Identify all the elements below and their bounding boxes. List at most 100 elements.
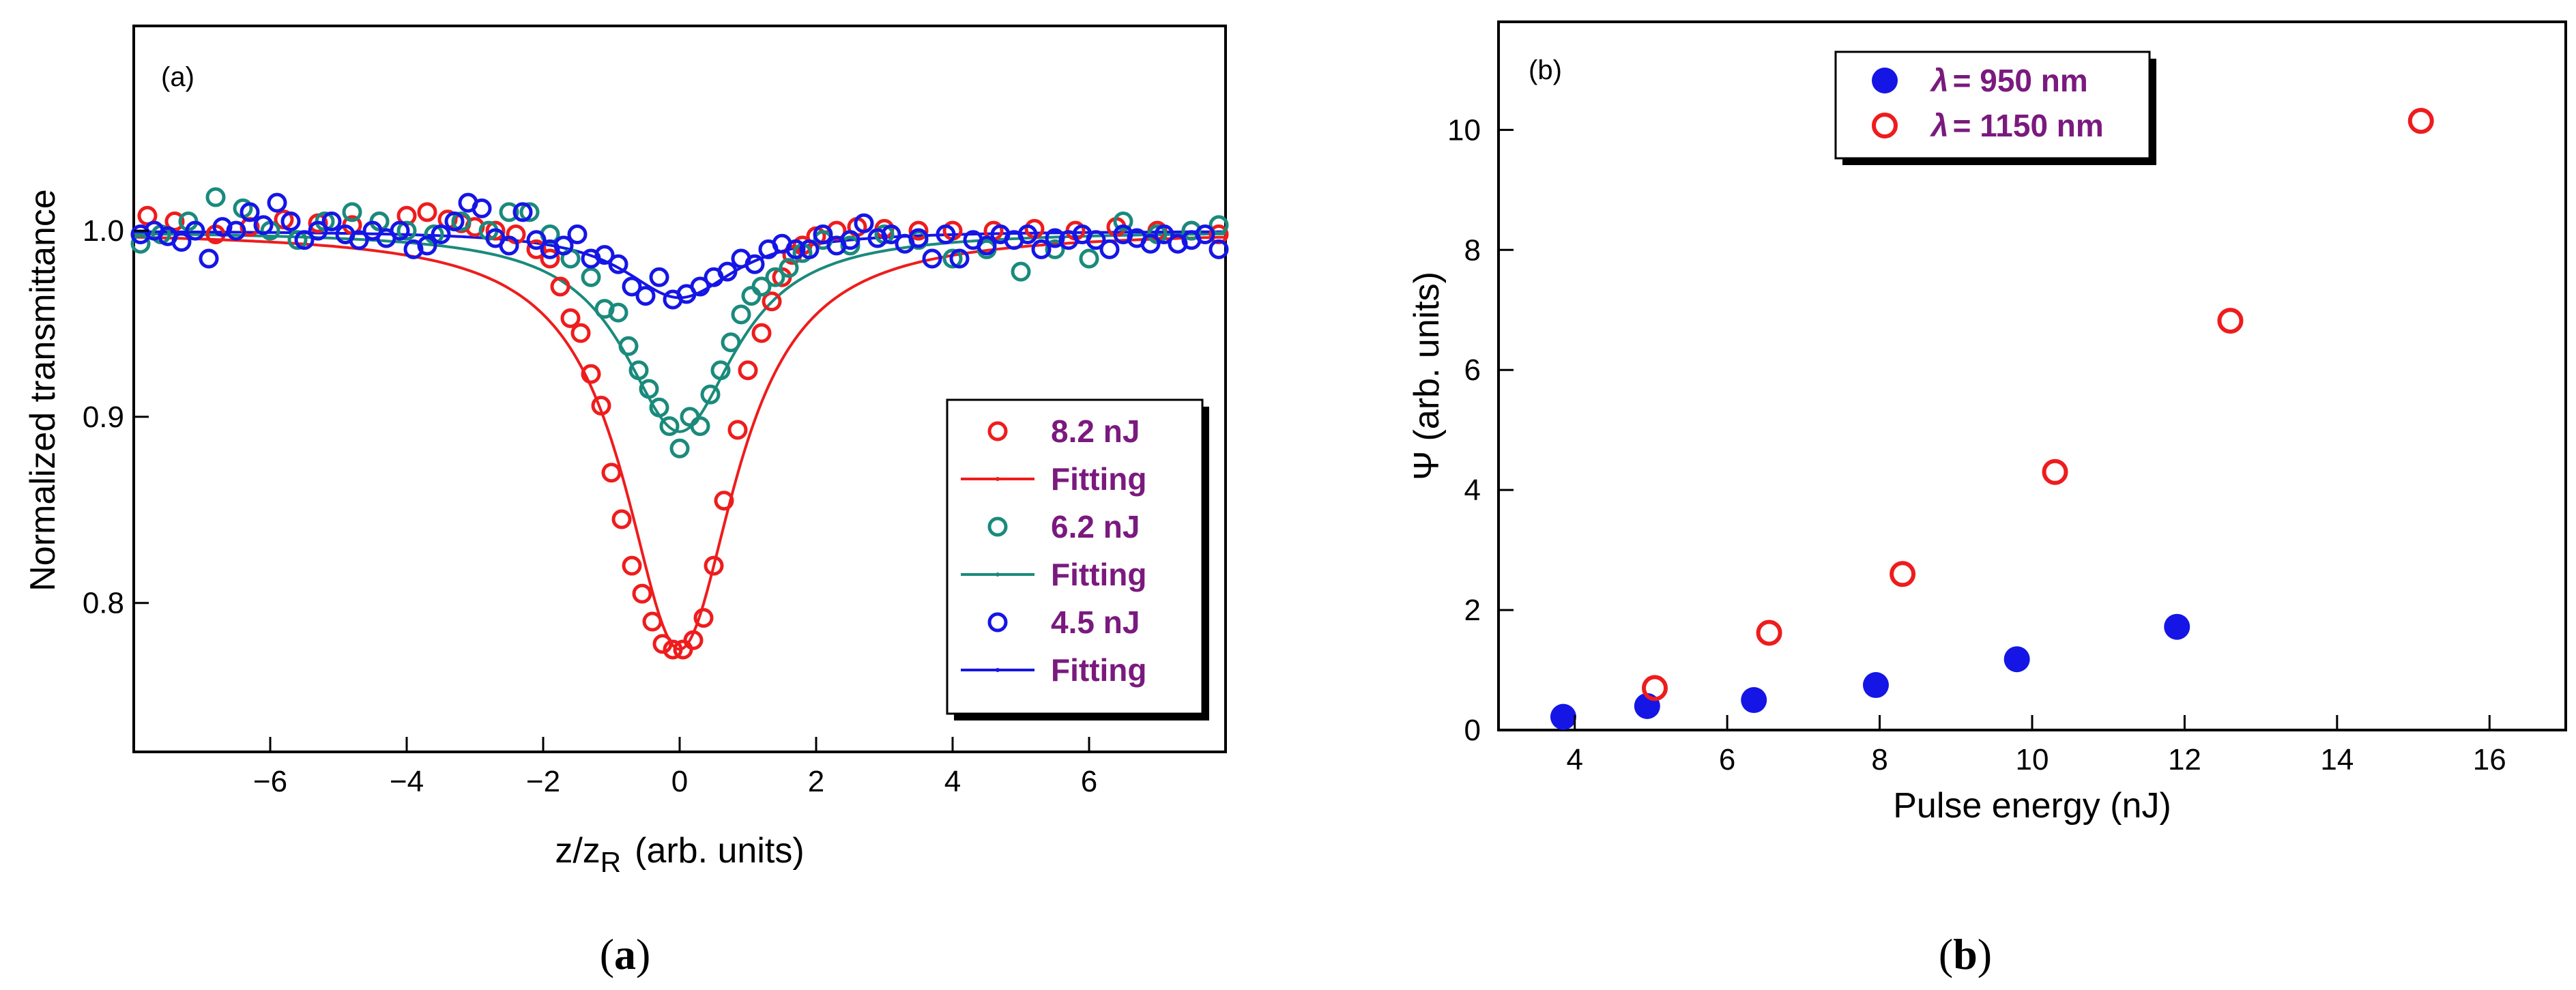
chart-a-legend-label: Fitting: [1051, 557, 1147, 592]
chart-a-point-2: [731, 304, 751, 325]
chart-a-point-4: [1195, 224, 1215, 245]
chart-a-point-4: [567, 224, 588, 245]
chart-a-point-4: [908, 228, 929, 248]
caption-a: (a): [600, 930, 651, 978]
chart-b-point-950nm: [1741, 687, 1767, 714]
chart-a-point-4: [185, 220, 205, 241]
chart-a-point-2: [205, 187, 226, 207]
chart-a-point-0: [683, 630, 704, 650]
chart-a-y-axis-label: Normalized transmittance: [23, 189, 63, 592]
chart-a-point-2: [690, 416, 710, 437]
chart-a-point-2: [779, 258, 799, 278]
chart-b-x-tick-label: 4: [1566, 743, 1582, 776]
chart-a-point-2: [680, 407, 700, 427]
chart-a-point-4: [840, 230, 860, 250]
chart-a-point-4: [253, 215, 274, 235]
chart-a-point-4: [199, 248, 219, 269]
chart-a-point-4: [1017, 224, 1038, 245]
chart-a-point-0: [751, 323, 772, 343]
chart-a-point-4: [553, 235, 574, 256]
chart-b-y-axis-label-units: (arb. units): [1407, 272, 1447, 441]
chart-a-point-4: [1209, 239, 1229, 259]
chart-a: −6 −4 −2 0 2 4 6 0.8 0.9 1.0 (a) 8.2 nJ Fitting 6.2…: [23, 25, 1229, 878]
chart-a-point-4: [390, 220, 410, 241]
chart-a-point-2: [751, 276, 772, 297]
chart-a-point-2: [608, 302, 628, 323]
chart-a-legend-label: 6.2 nJ: [1051, 509, 1140, 544]
chart-a-panel-label: (a): [161, 62, 194, 92]
chart-a-point-2: [710, 360, 731, 381]
chart-a-point-0: [611, 509, 632, 529]
chart-a-legend-label: Fitting: [1051, 652, 1147, 688]
chart-b-y-tick-label: 0: [1464, 714, 1481, 747]
chart-b-y-tick-label: 2: [1464, 594, 1481, 627]
chart-b-y-tick-label: 6: [1464, 353, 1481, 387]
chart-a-point-4: [280, 211, 301, 231]
chart-a-x-axis-label: z/zR (arb. units): [555, 831, 804, 878]
chart-a-x-tick-label: −6: [253, 765, 287, 798]
chart-a-point-2: [1209, 215, 1229, 235]
chart-a-point-2: [1045, 239, 1065, 259]
chart-a-point-4: [608, 254, 628, 274]
chart-a-point-2: [519, 202, 540, 222]
chart-a-point-2: [1011, 261, 1031, 282]
chart-a-point-4: [922, 248, 942, 269]
chart-b-panel-label: (b): [1529, 55, 1562, 85]
chart-a-point-0: [652, 634, 673, 654]
chart-a-point-4: [744, 254, 765, 274]
chart-a-point-4: [472, 198, 492, 218]
chart-b-y-axis-label-symbol: Ψ: [1407, 451, 1447, 480]
chart-a-point-2: [499, 202, 519, 222]
chart-a-point-2: [765, 267, 785, 287]
caption-a-letter: a: [614, 930, 636, 978]
chart-a-point-4: [799, 239, 820, 259]
chart-a-legend-label: 4.5 nJ: [1051, 605, 1140, 640]
chart-a-point-4: [949, 248, 970, 269]
chart-a-point-2: [628, 360, 649, 381]
chart-b-y-tick-label: 4: [1464, 474, 1481, 507]
chart-a-point-4: [1154, 224, 1174, 245]
chart-a-point-0: [727, 420, 748, 440]
chart-a-x-axis-label-main: z/z: [555, 831, 600, 871]
chart-a-point-4: [226, 220, 246, 241]
chart-a-point-4: [649, 267, 669, 287]
chart-a-point-2: [840, 235, 860, 256]
chart-b-point-1150nm: [2407, 108, 2434, 134]
chart-a-point-0: [417, 202, 437, 222]
chart-a-point-2: [451, 211, 472, 231]
chart-a-y-tick-label: 0.8: [83, 587, 124, 620]
chart-b-point-1150nm: [1756, 620, 1782, 646]
chart-a-x-tick-label: 0: [671, 765, 688, 798]
chart-a-point-2: [639, 379, 659, 399]
chart-a-x-axis-label-units: (arb. units): [635, 831, 805, 871]
chart-a-point-4: [1045, 228, 1065, 248]
chart-a-legend-label: Fitting: [1051, 461, 1147, 497]
chart-a-point-2: [659, 416, 680, 437]
chart-a-legend: 8.2 nJ Fitting 6.2 nJ Fitting 4.5 nJ Fitting: [946, 398, 1209, 720]
chart-a-legend-box: [946, 398, 1204, 715]
chart-a-point-4: [294, 230, 315, 250]
chart-a-x-tick-label: 4: [944, 765, 961, 798]
chart-a-y-tick-label: 1.0: [83, 214, 124, 248]
chart-a-point-2: [741, 286, 762, 306]
chart-a-legend-line-dot: [996, 572, 1000, 577]
chart-a-point-4: [308, 220, 328, 241]
chart-a-point-4: [431, 224, 451, 245]
chart-a-point-2: [130, 233, 151, 254]
chart-b-legend-lambda: λ: [1929, 108, 1949, 143]
chart-a-point-0: [540, 248, 560, 269]
chart-a-point-0: [632, 583, 652, 604]
chart-b-point-950nm: [1862, 672, 1889, 699]
chart-a-point-4: [594, 245, 615, 265]
chart-a-point-2: [396, 220, 417, 241]
chart-a-point-4: [499, 235, 519, 256]
chart-b-point-950nm: [1550, 703, 1576, 730]
chart-a-point-0: [704, 555, 724, 576]
chart-a-point-4: [690, 276, 710, 297]
chart-b-y-axis-label: Ψ (arb. units): [1407, 272, 1447, 480]
chart-a-point-0: [526, 239, 547, 259]
chart-a-point-0: [581, 364, 601, 384]
chart-a-point-4: [936, 224, 956, 245]
chart-a-point-0: [908, 220, 929, 241]
